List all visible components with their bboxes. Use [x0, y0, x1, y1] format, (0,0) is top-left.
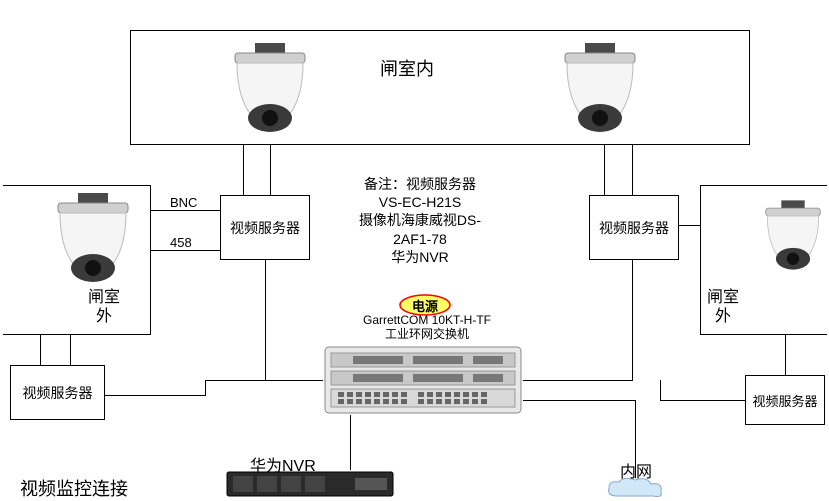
edge	[270, 145, 271, 195]
edge	[205, 380, 265, 381]
intranet-label: 内网	[620, 458, 652, 482]
switch-label: GarrettCOM 10KT-H-TF 工业环网交换机	[342, 313, 512, 342]
title-top: 闸室内	[380, 55, 434, 81]
video-server-3-label: 视频服务器	[23, 383, 93, 403]
switch-device	[323, 345, 523, 415]
edge	[523, 400, 635, 401]
edge	[350, 415, 351, 470]
bottom-title: 视频监控连接	[20, 475, 128, 501]
edge	[70, 335, 71, 365]
edge	[523, 380, 633, 381]
note-text: 备注：视频服务器 VS-EC-H21S 摄像机海康威视DS- 2AF1-78 华…	[330, 175, 510, 266]
edge	[660, 400, 745, 401]
video-server-2: 视频服务器	[589, 195, 679, 260]
video-server-2-label: 视频服务器	[599, 218, 669, 238]
label-bnc: BNC	[170, 195, 197, 210]
top-frame	[130, 30, 750, 145]
edge	[265, 260, 266, 380]
label-458: 458	[170, 235, 192, 250]
edge	[40, 335, 41, 365]
video-server-1-label: 视频服务器	[230, 218, 300, 238]
edge	[632, 145, 633, 195]
edge	[635, 400, 636, 478]
edge	[785, 335, 786, 375]
nvr-label: 华为NVR	[250, 452, 316, 476]
edge	[243, 145, 244, 195]
edge	[660, 380, 661, 400]
video-server-1: 视频服务器	[220, 195, 310, 260]
edge	[151, 210, 220, 211]
label-right-outside: 闸室 外	[707, 288, 739, 326]
label-left-outside: 闸室 外	[88, 288, 120, 326]
edge	[523, 380, 533, 381]
edge	[632, 260, 633, 380]
edge	[151, 250, 220, 251]
video-server-4: 视频服务器	[745, 375, 825, 425]
edge	[265, 380, 323, 381]
camera-top-right	[555, 40, 645, 135]
video-server-3: 视频服务器	[10, 365, 105, 420]
edge	[105, 395, 205, 396]
camera-mid-right	[758, 195, 828, 275]
edge	[604, 145, 605, 195]
camera-mid-left	[48, 190, 138, 285]
edge	[205, 380, 206, 396]
camera-top-left	[225, 40, 315, 135]
video-server-4-label: 视频服务器	[752, 391, 817, 410]
edge	[679, 225, 700, 226]
